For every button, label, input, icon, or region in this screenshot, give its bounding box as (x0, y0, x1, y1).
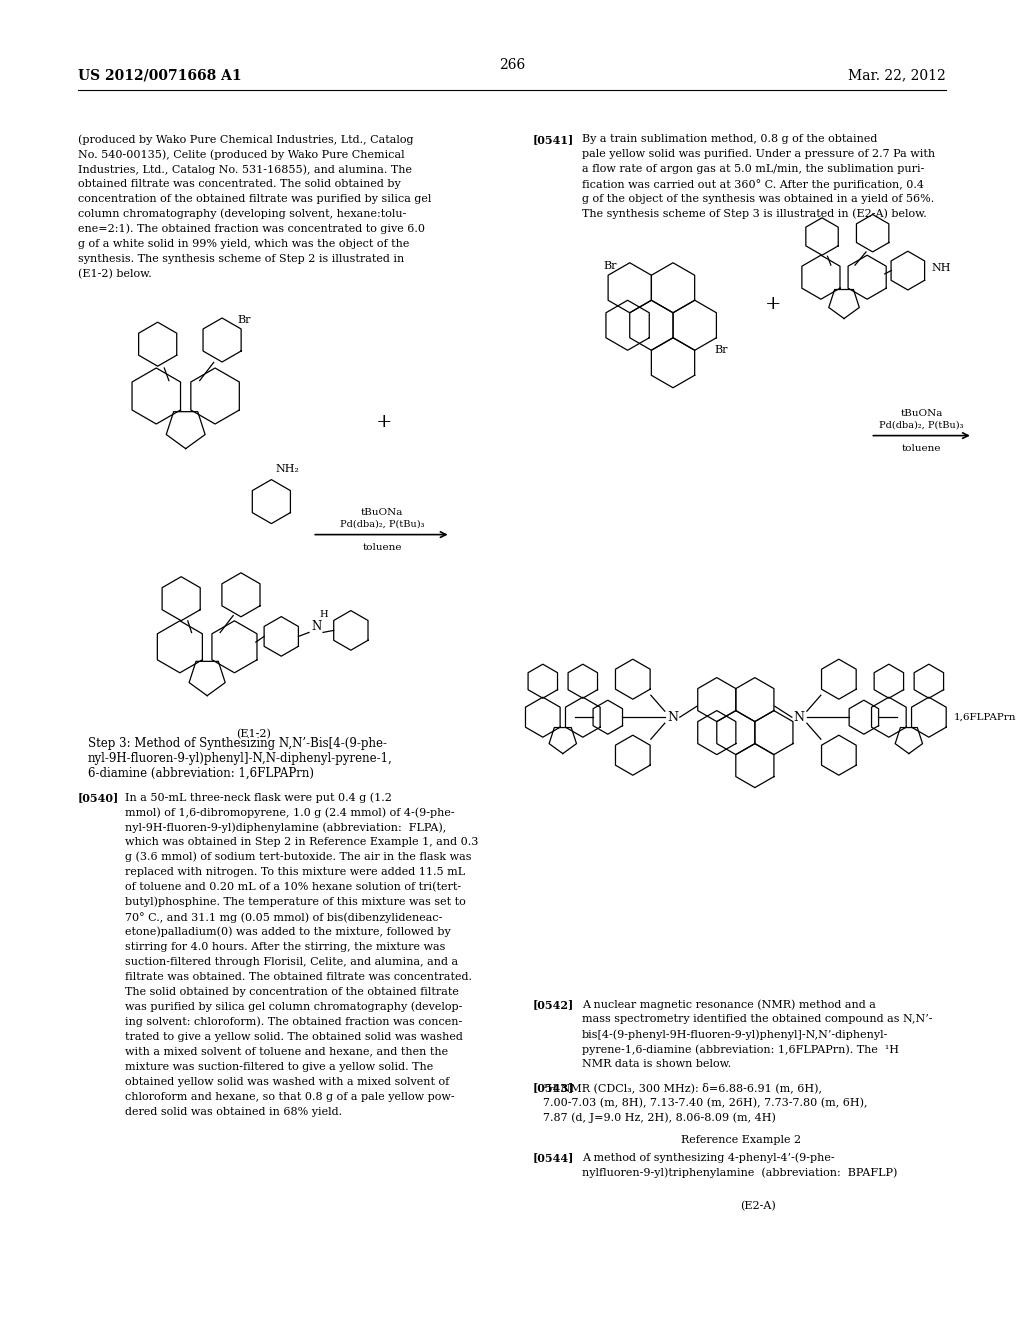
Text: Industries, Ltd., Catalog No. 531-16855), and alumina. The: Industries, Ltd., Catalog No. 531-16855)… (78, 164, 412, 174)
Text: dered solid was obtained in 68% yield.: dered solid was obtained in 68% yield. (125, 1106, 342, 1117)
Text: g of the object of the synthesis was obtained in a yield of 56%.: g of the object of the synthesis was obt… (582, 194, 934, 203)
Text: g of a white solid in 99% yield, which was the object of the: g of a white solid in 99% yield, which w… (78, 239, 410, 249)
Text: etone)palladium(0) was added to the mixture, followed by: etone)palladium(0) was added to the mixt… (125, 927, 451, 937)
Text: replaced with nitrogen. To this mixture were added 11.5 mL: replaced with nitrogen. To this mixture … (125, 867, 465, 876)
Text: g (3.6 mmol) of sodium tert-butoxide. The air in the flask was: g (3.6 mmol) of sodium tert-butoxide. Th… (125, 851, 471, 862)
Text: trated to give a yellow solid. The obtained solid was washed: trated to give a yellow solid. The obtai… (125, 1032, 463, 1041)
Text: mmol) of 1,6-dibromopyrene, 1.0 g (2.4 mmol) of 4-(9-phe-: mmol) of 1,6-dibromopyrene, 1.0 g (2.4 m… (125, 807, 455, 817)
Text: NH₂: NH₂ (275, 463, 299, 474)
Text: NMR data is shown below.: NMR data is shown below. (582, 1059, 731, 1069)
Text: Br: Br (604, 261, 617, 271)
Text: No. 540-00135), Celite (produced by Wako Pure Chemical: No. 540-00135), Celite (produced by Wako… (78, 149, 404, 160)
Text: 7.87 (d, J=9.0 Hz, 2H), 8.06-8.09 (m, 4H): 7.87 (d, J=9.0 Hz, 2H), 8.06-8.09 (m, 4H… (543, 1113, 775, 1123)
Text: which was obtained in Step 2 in Reference Example 1, and 0.3: which was obtained in Step 2 in Referenc… (125, 837, 478, 847)
Text: Mar. 22, 2012: Mar. 22, 2012 (849, 69, 946, 83)
Text: 6-diamine (abbreviation: 1,6FLPAPrn): 6-diamine (abbreviation: 1,6FLPAPrn) (88, 767, 314, 780)
Text: The solid obtained by concentration of the obtained filtrate: The solid obtained by concentration of t… (125, 987, 459, 997)
Text: (E1-2): (E1-2) (237, 729, 271, 739)
Text: fication was carried out at 360° C. After the purification, 0.4: fication was carried out at 360° C. Afte… (582, 180, 924, 190)
Text: (E2-A): (E2-A) (740, 1201, 775, 1212)
Text: NH: NH (931, 263, 950, 273)
Text: US 2012/0071668 A1: US 2012/0071668 A1 (78, 69, 242, 83)
Text: Pd(dba)₂, P(tBu)₃: Pd(dba)₂, P(tBu)₃ (880, 421, 964, 429)
Text: nylfluoren-9-yl)triphenylamine  (abbreviation:  BPAFLP): nylfluoren-9-yl)triphenylamine (abbrevia… (582, 1167, 897, 1177)
Text: filtrate was obtained. The obtained filtrate was concentrated.: filtrate was obtained. The obtained filt… (125, 972, 472, 982)
Text: chloroform and hexane, so that 0.8 g of a pale yellow pow-: chloroform and hexane, so that 0.8 g of … (125, 1092, 455, 1102)
Text: [0543]: [0543] (532, 1082, 573, 1093)
Text: obtained filtrate was concentrated. The solid obtained by: obtained filtrate was concentrated. The … (78, 180, 400, 189)
Text: synthesis. The synthesis scheme of Step 2 is illustrated in: synthesis. The synthesis scheme of Step … (78, 253, 404, 264)
Text: N: N (668, 710, 678, 723)
Text: mass spectrometry identified the obtained compound as N,N’-: mass spectrometry identified the obtaine… (582, 1014, 932, 1024)
Text: tBuONa: tBuONa (360, 508, 403, 516)
Text: tBuONa: tBuONa (900, 409, 943, 417)
Text: column chromatography (developing solvent, hexane:tolu-: column chromatography (developing solven… (78, 209, 407, 219)
Text: N: N (794, 710, 805, 723)
Text: nyl-9H-fluoren-9-yl)diphenylamine (abbreviation:  FLPA),: nyl-9H-fluoren-9-yl)diphenylamine (abbre… (125, 822, 446, 833)
Text: 7.00-7.03 (m, 8H), 7.13-7.40 (m, 26H), 7.73-7.80 (m, 6H),: 7.00-7.03 (m, 8H), 7.13-7.40 (m, 26H), 7… (543, 1097, 867, 1107)
Text: with a mixed solvent of toluene and hexane, and then the: with a mixed solvent of toluene and hexa… (125, 1047, 449, 1057)
Text: +: + (765, 294, 781, 313)
Text: was purified by silica gel column chromatography (develop-: was purified by silica gel column chroma… (125, 1002, 462, 1012)
Text: butyl)phosphine. The temperature of this mixture was set to: butyl)phosphine. The temperature of this… (125, 896, 466, 907)
Text: Step 3: Method of Synthesizing N,N’-Bis[4-(9-phe-: Step 3: Method of Synthesizing N,N’-Bis[… (88, 737, 387, 750)
Text: stirring for 4.0 hours. After the stirring, the mixture was: stirring for 4.0 hours. After the stirri… (125, 941, 445, 952)
Text: Reference Example 2: Reference Example 2 (681, 1135, 802, 1146)
Text: mixture was suction-filtered to give a yellow solid. The: mixture was suction-filtered to give a y… (125, 1061, 433, 1072)
Text: pale yellow solid was purified. Under a pressure of 2.7 Pa with: pale yellow solid was purified. Under a … (582, 149, 935, 158)
Text: of toluene and 0.20 mL of a 10% hexane solution of tri(tert-: of toluene and 0.20 mL of a 10% hexane s… (125, 882, 461, 892)
Text: By a train sublimation method, 0.8 g of the obtained: By a train sublimation method, 0.8 g of … (582, 135, 877, 144)
Text: 1,6FLPAPrn: 1,6FLPAPrn (954, 713, 1017, 722)
Text: [0540]: [0540] (78, 792, 119, 803)
Text: suction-filtered through Florisil, Celite, and alumina, and a: suction-filtered through Florisil, Celit… (125, 957, 458, 966)
Text: (E1-2) below.: (E1-2) below. (78, 269, 152, 279)
Text: Br: Br (238, 315, 251, 325)
Text: A method of synthesizing 4-phenyl-4’-(9-phe-: A method of synthesizing 4-phenyl-4’-(9-… (582, 1152, 835, 1163)
Text: [0542]: [0542] (532, 999, 573, 1010)
Text: (produced by Wako Pure Chemical Industries, Ltd., Catalog: (produced by Wako Pure Chemical Industri… (78, 135, 414, 145)
Text: a flow rate of argon gas at 5.0 mL/min, the sublimation puri-: a flow rate of argon gas at 5.0 mL/min, … (582, 164, 924, 174)
Text: toluene: toluene (362, 543, 401, 552)
Text: Br: Br (715, 346, 728, 355)
Text: N: N (311, 620, 322, 632)
Text: The synthesis scheme of Step 3 is illustrated in (E2-A) below.: The synthesis scheme of Step 3 is illust… (582, 209, 927, 219)
Text: 70° C., and 31.1 mg (0.05 mmol) of bis(dibenzylideneac-: 70° C., and 31.1 mg (0.05 mmol) of bis(d… (125, 912, 442, 923)
Text: [0544]: [0544] (532, 1152, 573, 1163)
Text: +: + (376, 413, 392, 432)
Text: ¹H NMR (CDCl₃, 300 MHz): δ=6.88-6.91 (m, 6H),: ¹H NMR (CDCl₃, 300 MHz): δ=6.88-6.91 (m,… (543, 1082, 821, 1093)
Text: H: H (319, 610, 328, 619)
Text: 266: 266 (499, 58, 525, 73)
Text: ene=2:1). The obtained fraction was concentrated to give 6.0: ene=2:1). The obtained fraction was conc… (78, 224, 425, 235)
Text: nyl-9H-fluoren-9-yl)phenyl]-N,N-diphenyl-pyrene-1,: nyl-9H-fluoren-9-yl)phenyl]-N,N-diphenyl… (88, 751, 393, 764)
Text: In a 50-mL three-neck flask were put 0.4 g (1.2: In a 50-mL three-neck flask were put 0.4… (125, 792, 392, 803)
Text: toluene: toluene (902, 444, 941, 453)
Text: concentration of the obtained filtrate was purified by silica gel: concentration of the obtained filtrate w… (78, 194, 431, 203)
Text: ing solvent: chloroform). The obtained fraction was concen-: ing solvent: chloroform). The obtained f… (125, 1016, 462, 1027)
Text: A nuclear magnetic resonance (NMR) method and a: A nuclear magnetic resonance (NMR) metho… (582, 999, 876, 1010)
Text: bis[4-(9-phenyl-9H-fluoren-9-yl)phenyl]-N,N’-diphenyl-: bis[4-(9-phenyl-9H-fluoren-9-yl)phenyl]-… (582, 1030, 888, 1040)
Text: [0541]: [0541] (532, 135, 573, 145)
Text: Pd(dba)₂, P(tBu)₃: Pd(dba)₂, P(tBu)₃ (340, 520, 424, 528)
Text: pyrene-1,6-diamine (abbreviation: 1,6FLPAPrn). The  ¹H: pyrene-1,6-diamine (abbreviation: 1,6FLP… (582, 1044, 899, 1055)
Text: obtained yellow solid was washed with a mixed solvent of: obtained yellow solid was washed with a … (125, 1077, 450, 1086)
